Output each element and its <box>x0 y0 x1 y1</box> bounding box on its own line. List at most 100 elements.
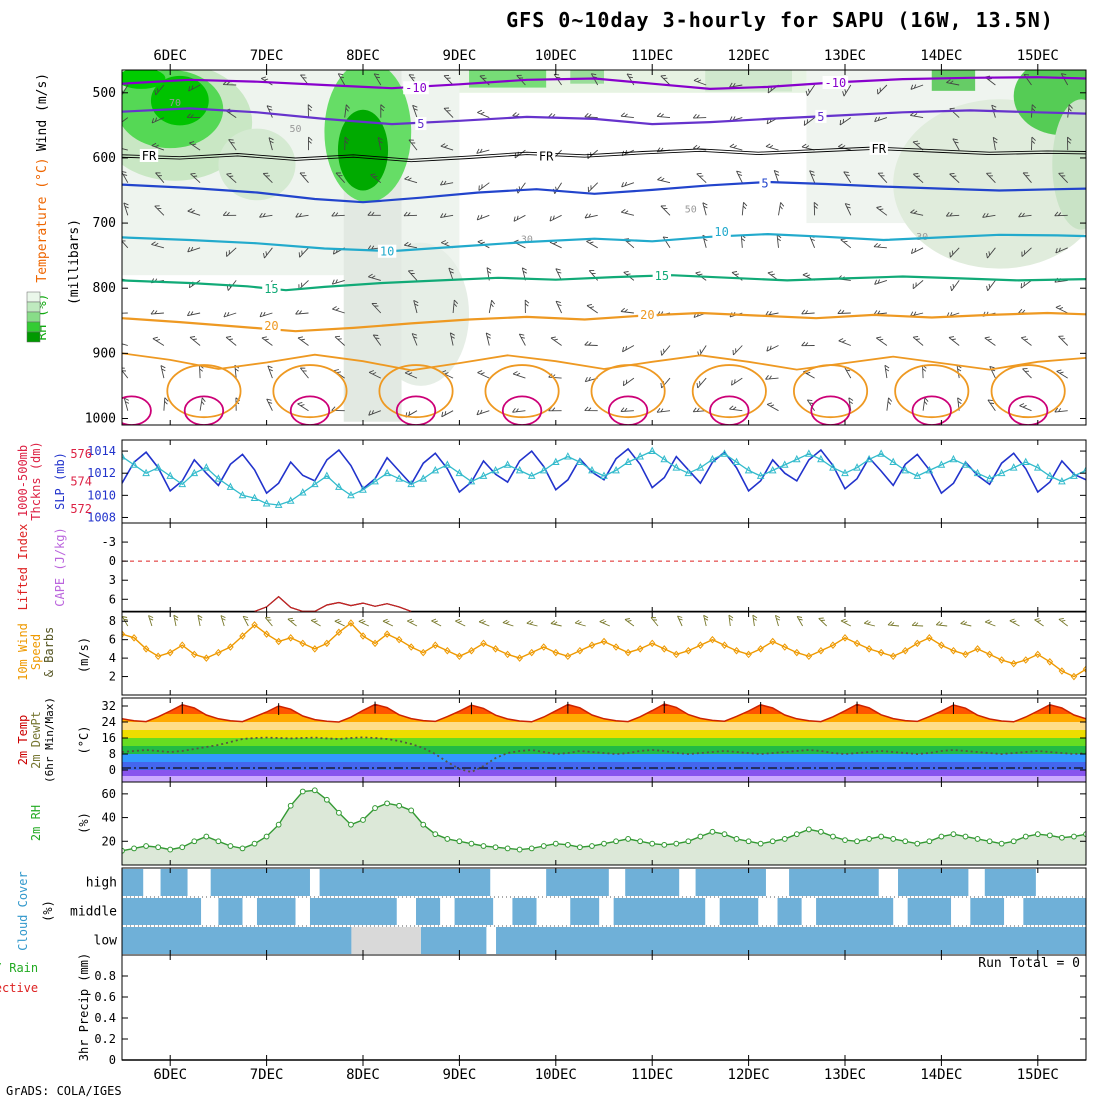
svg-text:(6hr Min/Max): (6hr Min/Max) <box>43 697 56 783</box>
svg-text:0: 0 <box>109 763 116 777</box>
svg-text:11DEC: 11DEC <box>631 48 673 64</box>
svg-text:-10: -10 <box>825 76 847 90</box>
svg-text:SLP (mb): SLP (mb) <box>53 452 67 510</box>
svg-text:9DEC: 9DEC <box>443 1067 477 1083</box>
svg-text:30: 30 <box>521 235 533 246</box>
panel-lifted-index: -3 0 3 6 <box>102 522 1087 613</box>
svg-text:16: 16 <box>102 731 116 745</box>
svg-text:FR: FR <box>872 142 887 156</box>
svg-text:15: 15 <box>655 269 669 283</box>
svg-text:Wind (m/s): Wind (m/s) <box>35 73 50 151</box>
svg-text:& Barbs: & Barbs <box>42 627 56 678</box>
svg-text:0: 0 <box>109 1053 116 1067</box>
svg-text:(°C): (°C) <box>77 726 91 755</box>
svg-text:(%): (%) <box>41 900 55 922</box>
svg-text:tal / Rain: tal / Rain <box>0 961 38 975</box>
date-axis-labels: 6DEC 6DEC 7DEC 7DEC 8DEC 8DEC 9DEC 9DEC 10DEC 10D… <box>153 48 1059 1083</box>
svg-text:14DEC: 14DEC <box>920 1067 962 1083</box>
svg-text:15DEC: 15DEC <box>1017 48 1059 64</box>
svg-text:15: 15 <box>264 282 278 296</box>
svg-text:0.4: 0.4 <box>94 1011 116 1025</box>
rh-colorbar <box>26 291 41 343</box>
svg-text:10: 10 <box>714 225 728 239</box>
svg-text:12DEC: 12DEC <box>728 1067 770 1083</box>
panel-slp-thickness: 1014 1012 1010 1008 576 574 572 <box>70 439 1087 524</box>
svg-text:50: 50 <box>685 205 697 216</box>
svg-text:Convective: Convective <box>0 981 38 995</box>
svg-text:1008: 1008 <box>87 510 116 524</box>
svg-text:10: 10 <box>380 245 394 259</box>
svg-text:14DEC: 14DEC <box>920 48 962 64</box>
panel-cloud-cover: high middle low <box>70 867 1087 956</box>
svg-text:10DEC: 10DEC <box>535 48 577 64</box>
svg-text:9DEC: 9DEC <box>443 48 477 64</box>
svg-text:Lifted Index: Lifted Index <box>16 524 30 611</box>
svg-text:-3: -3 <box>102 535 116 549</box>
svg-text:2m Temp: 2m Temp <box>16 715 30 766</box>
svg-text:10DEC: 10DEC <box>535 1067 577 1083</box>
svg-text:700: 700 <box>93 216 116 231</box>
svg-text:0: 0 <box>109 554 116 568</box>
svg-text:0.2: 0.2 <box>94 1032 116 1046</box>
svg-text:FR: FR <box>539 150 554 164</box>
svg-text:6DEC: 6DEC <box>153 48 187 64</box>
svg-text:572: 572 <box>70 502 92 516</box>
svg-text:(millibars): (millibars) <box>67 219 82 305</box>
panel-2m-temp: 32 24 16 8 0 <box>102 697 1087 783</box>
svg-text:Speed: Speed <box>29 634 43 670</box>
svg-text:7DEC: 7DEC <box>250 48 284 64</box>
svg-text:20: 20 <box>640 308 654 322</box>
svg-text:2m DewPt: 2m DewPt <box>29 711 43 769</box>
svg-text:1000: 1000 <box>85 411 116 426</box>
grads-credit: GrADS: COLA/IGES <box>6 1084 122 1098</box>
svg-text:-10: -10 <box>405 81 427 95</box>
svg-text:6DEC: 6DEC <box>153 1067 187 1083</box>
svg-text:Run Total = 0: Run Total = 0 <box>978 956 1080 971</box>
svg-text:15DEC: 15DEC <box>1017 1067 1059 1083</box>
svg-text:576: 576 <box>70 447 92 461</box>
svg-text:3hr Precip (mm): 3hr Precip (mm) <box>77 953 91 1061</box>
svg-text:13DEC: 13DEC <box>824 1067 866 1083</box>
svg-text:11DEC: 11DEC <box>631 1067 673 1083</box>
svg-text:1010: 1010 <box>87 488 116 502</box>
side-axis-labels: Wind (m/s)Temperature (°C)RH (%)(milliba… <box>0 73 91 1061</box>
svg-text:5: 5 <box>761 176 768 190</box>
svg-text:low: low <box>94 934 118 949</box>
svg-text:13DEC: 13DEC <box>824 48 866 64</box>
svg-text:32: 32 <box>102 699 116 713</box>
svg-text:high: high <box>86 876 117 891</box>
svg-text:574: 574 <box>70 475 92 489</box>
svg-text:600: 600 <box>93 151 116 166</box>
svg-text:8DEC: 8DEC <box>346 1067 380 1083</box>
svg-text:Cloud Cover: Cloud Cover <box>16 871 30 950</box>
svg-text:3: 3 <box>109 573 116 587</box>
svg-text:7DEC: 7DEC <box>250 1067 284 1083</box>
svg-text:500: 500 <box>93 86 116 101</box>
svg-text:70: 70 <box>169 98 181 109</box>
svg-text:Temperature (°C): Temperature (°C) <box>35 157 50 282</box>
svg-text:Thckns (dm): Thckns (dm) <box>29 441 43 520</box>
svg-text:(%): (%) <box>77 812 91 834</box>
svg-text:12DEC: 12DEC <box>728 48 770 64</box>
svg-text:1012: 1012 <box>87 466 116 480</box>
svg-text:(m/s): (m/s) <box>77 637 91 673</box>
svg-text:middle: middle <box>70 905 117 920</box>
svg-text:2m RH: 2m RH <box>29 805 43 841</box>
svg-text:8DEC: 8DEC <box>346 48 380 64</box>
panel-2m-rh: 60 40 20 <box>102 781 1087 866</box>
svg-text:4: 4 <box>109 651 116 665</box>
svg-text:8: 8 <box>109 747 116 761</box>
svg-text:5: 5 <box>817 110 824 124</box>
svg-text:50: 50 <box>289 124 301 135</box>
svg-text:2: 2 <box>109 670 116 684</box>
svg-text:5: 5 <box>417 117 424 131</box>
svg-text:800: 800 <box>93 281 116 296</box>
panel-10m-wind: 8 6 4 2 <box>109 611 1087 696</box>
svg-text:20: 20 <box>102 834 116 848</box>
svg-text:900: 900 <box>93 346 116 361</box>
chart-title: GFS 0~10day 3-hourly for SAPU (16W, 13.5… <box>506 8 1054 32</box>
svg-text:CAPE (J/kg): CAPE (J/kg) <box>53 527 67 606</box>
